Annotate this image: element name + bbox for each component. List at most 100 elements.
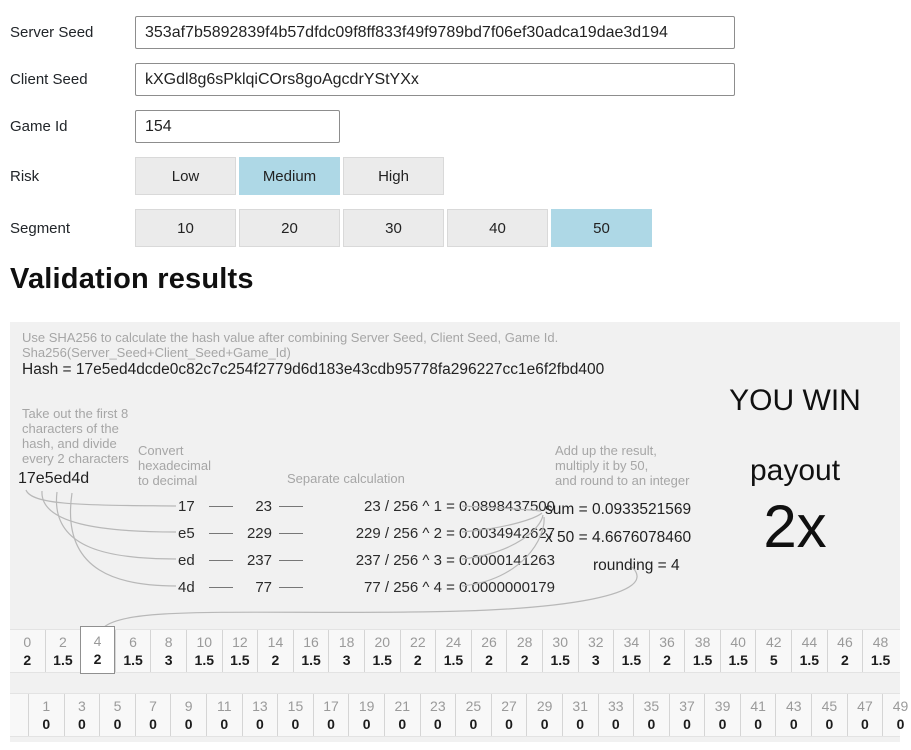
payout-value: 2x bbox=[763, 493, 827, 560]
wheel-cell-34: 34 1.5 bbox=[613, 630, 649, 672]
wheel-cell-index: 5 bbox=[113, 698, 122, 714]
wheel-cell-multiplier: 0 bbox=[505, 716, 513, 732]
wheel-cell-multiplier: 0 bbox=[77, 716, 86, 732]
wheel-cell-multiplier: 0 bbox=[255, 716, 264, 732]
risk-button-low[interactable]: Low bbox=[135, 157, 236, 195]
wheel-cell-index: 15 bbox=[287, 698, 304, 714]
wheel-cell-multiplier: 1.5 bbox=[692, 652, 713, 668]
wheel-cell-42: 42 5 bbox=[755, 630, 791, 672]
wheel-cell-multiplier: 0 bbox=[540, 716, 549, 732]
wheel-cell-multiplier: 2 bbox=[271, 652, 280, 668]
wheel-cell-index: 0 bbox=[23, 634, 32, 650]
calc-decimal: 237 bbox=[246, 552, 272, 569]
calc-hex-pair: 4d bbox=[178, 579, 195, 596]
wheel-cell-multiplier: 2 bbox=[23, 652, 32, 668]
wheel-cell-21: 21 0 bbox=[383, 694, 420, 736]
wheel-cell-multiplier: 0 bbox=[647, 716, 656, 732]
wheel-cell-multiplier: 0 bbox=[896, 716, 905, 732]
wheel-cell-29: 29 0 bbox=[526, 694, 562, 736]
calc-formula: 23 / 256 ^ 1 = 0.0898437500 bbox=[364, 498, 555, 515]
wheel-cell-multiplier: 0 bbox=[184, 716, 193, 732]
wheel-cell-multiplier: 3 bbox=[591, 652, 600, 668]
client-seed-input[interactable] bbox=[135, 63, 735, 96]
segment-button-10[interactable]: 10 bbox=[135, 209, 236, 247]
connector-dash bbox=[209, 587, 233, 588]
wheel-cell-27: 27 0 bbox=[490, 694, 527, 736]
wheel-cell-index: 43 bbox=[785, 698, 802, 714]
connector-dash bbox=[209, 560, 233, 561]
wheel-cell-index: 38 bbox=[694, 634, 711, 650]
wheel-cell-multiplier: 1.5 bbox=[443, 652, 464, 668]
wheel-cell-index: 17 bbox=[323, 698, 339, 714]
wheel-cell-index: 26 bbox=[481, 634, 497, 650]
wheel-cell-multiplier: 1.5 bbox=[621, 652, 642, 668]
wheel-cell-multiplier: 0 bbox=[576, 716, 585, 732]
wheel-cell-index: 49 bbox=[892, 698, 909, 714]
wheel-cell-multiplier: 0 bbox=[149, 716, 157, 732]
segment-button-group: 10 20 30 40 50 bbox=[135, 209, 655, 247]
wheel-cell-multiplier: 0 bbox=[611, 716, 620, 732]
calc-hex-pair: e5 bbox=[178, 525, 195, 542]
calc-formula: 237 / 256 ^ 3 = 0.0000141263 bbox=[355, 552, 555, 569]
wheel-cell-index: 29 bbox=[536, 698, 553, 714]
page-title: Validation results bbox=[10, 263, 254, 295]
wheel-cell-index: 10 bbox=[196, 634, 213, 650]
wheel-cell-14: 14 2 bbox=[257, 630, 293, 672]
calc-row-17: 17 23 23 / 256 ^ 1 = 0.0898437500 bbox=[178, 493, 555, 520]
wheel-cell-multiplier: 0 bbox=[362, 716, 371, 732]
wheel-cell-index: 47 bbox=[857, 698, 873, 714]
wheel-cell-20: 20 1.5 bbox=[363, 630, 400, 672]
wheel-cell-index: 41 bbox=[750, 698, 766, 714]
wheel-cell-multiplier: 1.5 bbox=[799, 652, 820, 668]
wheel-cell-46: 46 2 bbox=[826, 630, 863, 672]
segment-button-30[interactable]: 30 bbox=[343, 209, 444, 247]
wheel-cell-index: 1 bbox=[42, 698, 51, 714]
wheel-cell-index: 18 bbox=[338, 634, 355, 650]
wheel-cell-36: 36 2 bbox=[648, 630, 685, 672]
times-50-line: x 50 = 4.6676078460 bbox=[545, 529, 692, 546]
wheel-cell-index: 37 bbox=[679, 698, 695, 714]
wheel-cell-index: 24 bbox=[445, 634, 462, 650]
wheel-cell-multiplier: 0 bbox=[220, 716, 229, 732]
wheel-cell-index: 23 bbox=[430, 698, 446, 714]
wheel-cell-multiplier: 0 bbox=[327, 716, 335, 732]
payout-label: payout bbox=[749, 454, 841, 487]
wheel-cell-multiplier: 0 bbox=[291, 716, 300, 732]
wheel-cell-index: 16 bbox=[303, 634, 319, 650]
server-seed-row: Server Seed bbox=[10, 16, 735, 49]
separate-calculation-note: Separate calculation bbox=[287, 471, 405, 486]
wheel-cell-19: 19 0 bbox=[348, 694, 384, 736]
risk-button-high[interactable]: High bbox=[343, 157, 444, 195]
wheel-cell-index: 30 bbox=[552, 634, 568, 650]
segment-button-40[interactable]: 40 bbox=[447, 209, 548, 247]
wheel-cell-26: 26 2 bbox=[470, 630, 507, 672]
wheel-cell-45: 45 0 bbox=[811, 694, 847, 736]
wheel-cell-multiplier: 1.5 bbox=[870, 652, 891, 668]
first-8-chars: 17e5ed4d bbox=[18, 470, 90, 487]
segment-button-50[interactable]: 50 bbox=[551, 209, 652, 247]
wheel-cell-35: 35 0 bbox=[633, 694, 669, 736]
wheel-cell-multiplier: 0 bbox=[754, 716, 763, 732]
wheel-cell-6: 6 1.5 bbox=[114, 630, 151, 672]
wheel-cell-multiplier: 0 bbox=[825, 716, 834, 732]
wheel-cell-33: 33 0 bbox=[597, 694, 634, 736]
rounding-line: rounding = 4 bbox=[593, 557, 680, 574]
wheel-cell-15: 15 0 bbox=[277, 694, 313, 736]
wheel-cell-index: 21 bbox=[394, 698, 411, 714]
server-seed-input[interactable] bbox=[135, 16, 735, 49]
game-id-input[interactable] bbox=[135, 110, 340, 143]
wheel-cell-28: 28 2 bbox=[506, 630, 542, 672]
wheel-cell-multiplier: 1.5 bbox=[53, 652, 73, 668]
segment-button-20[interactable]: 20 bbox=[239, 209, 340, 247]
validator-form: Server Seed Client Seed Game Id Risk Low… bbox=[10, 16, 735, 261]
calc-row-4d: 4d 77 77 / 256 ^ 4 = 0.0000000179 bbox=[178, 574, 555, 601]
curve-pair-4 bbox=[69, 492, 177, 587]
wheel-cell-2: 2 1.5 bbox=[44, 630, 81, 672]
risk-button-medium[interactable]: Medium bbox=[239, 157, 340, 195]
wheel-cell-39: 39 0 bbox=[704, 694, 740, 736]
curve-pair-3 bbox=[55, 491, 177, 560]
